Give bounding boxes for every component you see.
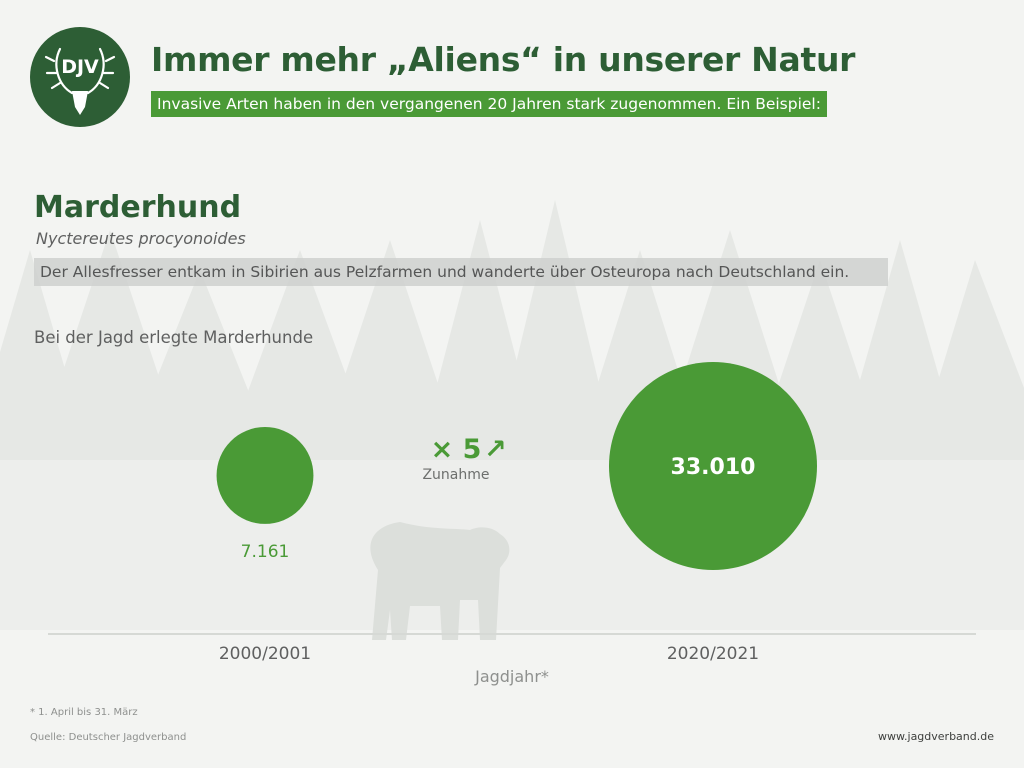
bubble-value-label: 33.010 <box>671 455 756 480</box>
x-tick-label: 2000/2001 <box>219 644 311 664</box>
antler-icon <box>44 47 116 95</box>
source-credit: Quelle: Deutscher Jagdverband <box>30 732 187 743</box>
species-name: Marderhund <box>34 190 242 225</box>
footnote: * 1. April bis 31. März <box>30 707 138 718</box>
x-tick-label: 2020/2021 <box>667 644 759 664</box>
deer-head-icon <box>72 91 88 115</box>
x-axis-label: Jagdjahr* <box>474 667 549 686</box>
page-title: Immer mehr „Aliens“ in unserer Natur <box>151 40 856 79</box>
logo-text: DJV <box>61 56 99 78</box>
bear-silhouette <box>370 522 510 640</box>
increase-arrow-icon: ↗ <box>484 434 507 465</box>
bubble-2020-2021 <box>609 362 817 570</box>
species-latin-name: Nyctereutes procyonoides <box>36 229 246 248</box>
increase-annotation: × 5 ↗ Zunahme <box>422 434 506 483</box>
chart-caption: Bei der Jagd erlegte Marderhunde <box>34 328 314 347</box>
bubble-2000-2001 <box>216 427 314 524</box>
increase-multiplier: × 5 <box>431 434 482 465</box>
website-url: www.jagdverband.de <box>878 730 994 743</box>
increase-label: Zunahme <box>422 467 489 483</box>
djv-logo: DJV <box>30 27 130 127</box>
bubble-value-label: 7.161 <box>241 542 290 562</box>
species-description: Der Allesfresser entkam in Sibirien aus … <box>34 258 888 286</box>
page-subtitle: Invasive Arten haben in den vergangenen … <box>151 91 827 117</box>
